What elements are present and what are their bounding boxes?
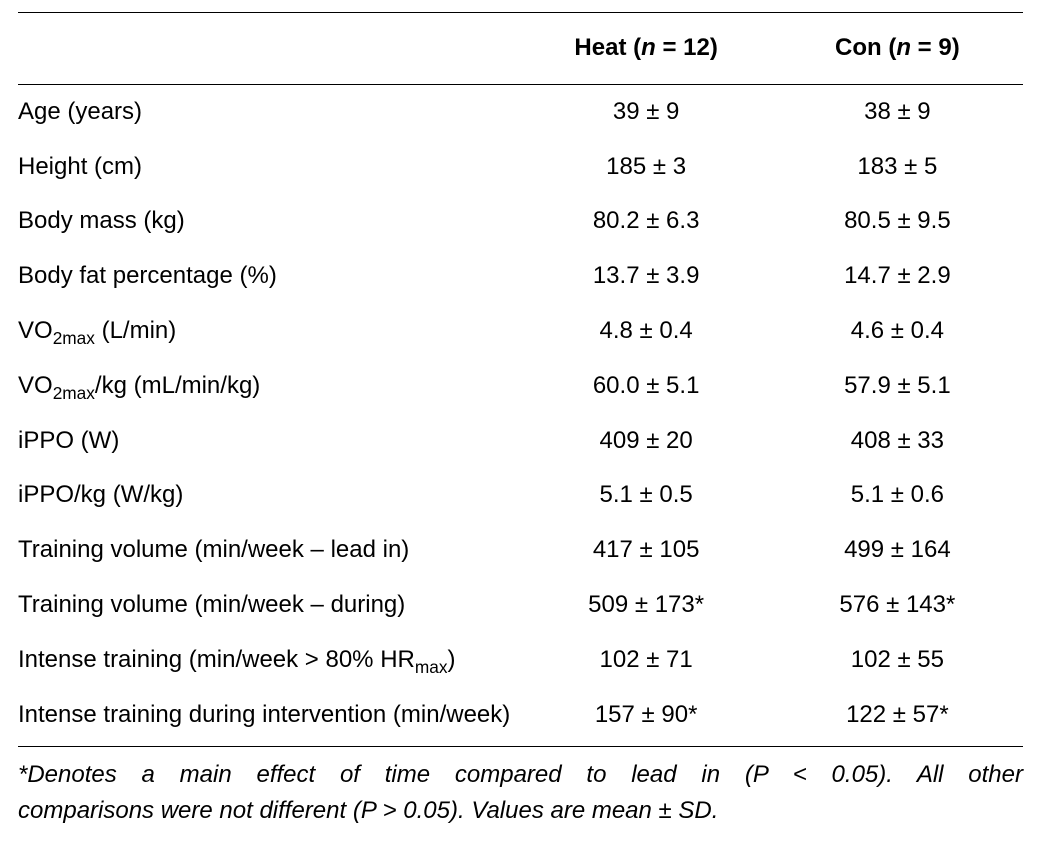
row-con-value: 408 ± 33 [772,414,1023,469]
header-con-n-eq: = 9) [911,34,960,61]
row-label-post: ) [447,646,455,673]
row-label-post: /kg (mL/min/kg) [95,372,260,399]
table-row: Training volume (min/week – lead in)417 … [18,523,1023,578]
row-heat-value: 185 ± 3 [521,140,772,195]
table-row: Training volume (min/week – during)509 ±… [18,578,1023,633]
row-label: VO2max/kg (mL/min/kg) [18,359,521,414]
table-row: iPPO/kg (W/kg)5.1 ± 0.55.1 ± 0.6 [18,468,1023,523]
table-row: Body fat percentage (%)13.7 ± 3.914.7 ± … [18,249,1023,304]
header-heat-n-var: n [641,34,656,61]
row-label: iPPO (W) [18,414,521,469]
row-heat-value: 13.7 ± 3.9 [521,249,772,304]
row-label: iPPO/kg (W/kg) [18,468,521,523]
row-label-pre: Intense training (min/week > 80% HR [18,646,415,673]
row-heat-value: 5.1 ± 0.5 [521,468,772,523]
row-label: Intense training (min/week > 80% HRmax) [18,633,521,688]
table-row: Intense training during intervention (mi… [18,688,1023,747]
row-label-sub: 2max [53,328,95,348]
header-heat: Heat (n = 12) [521,13,772,85]
row-label: Body fat percentage (%) [18,249,521,304]
header-con: Con (n = 9) [772,13,1023,85]
row-con-value: 57.9 ± 5.1 [772,359,1023,414]
row-label: Training volume (min/week – during) [18,578,521,633]
row-label: Age (years) [18,84,521,139]
row-con-value: 183 ± 5 [772,140,1023,195]
footnote-line2: comparisons were not different (P > 0.05… [18,793,1023,829]
row-heat-value: 409 ± 20 [521,414,772,469]
participant-characteristics-table: Heat (n = 12) Con (n = 9) Age (years)39 … [18,12,1023,747]
row-con-value: 122 ± 57* [772,688,1023,747]
row-heat-value: 60.0 ± 5.1 [521,359,772,414]
row-con-value: 80.5 ± 9.5 [772,194,1023,249]
row-label: Training volume (min/week – lead in) [18,523,521,578]
table-row: VO2max (L/min)4.8 ± 0.44.6 ± 0.4 [18,304,1023,359]
row-label-pre: VO [18,372,53,399]
header-con-n-var: n [896,34,911,61]
row-heat-value: 417 ± 105 [521,523,772,578]
table-row: Intense training (min/week > 80% HRmax)1… [18,633,1023,688]
row-con-value: 4.6 ± 0.4 [772,304,1023,359]
table-row: Height (cm)185 ± 3183 ± 5 [18,140,1023,195]
header-con-prefix: Con ( [835,34,896,61]
row-heat-value: 39 ± 9 [521,84,772,139]
row-con-value: 576 ± 143* [772,578,1023,633]
row-label-post: (L/min) [95,317,176,344]
row-label: Height (cm) [18,140,521,195]
footnote-line1: *Denotes a main effect of time compared … [18,761,1023,788]
row-con-value: 14.7 ± 2.9 [772,249,1023,304]
table-row: iPPO (W)409 ± 20408 ± 33 [18,414,1023,469]
row-heat-value: 102 ± 71 [521,633,772,688]
row-con-value: 499 ± 164 [772,523,1023,578]
table-row: VO2max/kg (mL/min/kg)60.0 ± 5.157.9 ± 5.… [18,359,1023,414]
header-blank [18,13,521,85]
row-label-sub: 2max [53,383,95,403]
row-heat-value: 80.2 ± 6.3 [521,194,772,249]
header-heat-n-eq: = 12) [656,34,718,61]
row-label: Body mass (kg) [18,194,521,249]
header-heat-prefix: Heat ( [574,34,641,61]
table-body: Age (years)39 ± 938 ± 9Height (cm)185 ± … [18,84,1023,747]
row-label: Intense training during intervention (mi… [18,688,521,747]
row-heat-value: 157 ± 90* [521,688,772,747]
row-heat-value: 4.8 ± 0.4 [521,304,772,359]
row-heat-value: 509 ± 173* [521,578,772,633]
table-footnote: *Denotes a main effect of time compared … [18,747,1023,829]
table-row: Body mass (kg)80.2 ± 6.380.5 ± 9.5 [18,194,1023,249]
row-label-pre: VO [18,317,53,344]
row-label-sub: max [415,657,448,677]
table-header-row: Heat (n = 12) Con (n = 9) [18,13,1023,85]
row-con-value: 38 ± 9 [772,84,1023,139]
row-label: VO2max (L/min) [18,304,521,359]
row-con-value: 102 ± 55 [772,633,1023,688]
table-row: Age (years)39 ± 938 ± 9 [18,84,1023,139]
row-con-value: 5.1 ± 0.6 [772,468,1023,523]
table-container: Heat (n = 12) Con (n = 9) Age (years)39 … [0,0,1041,847]
